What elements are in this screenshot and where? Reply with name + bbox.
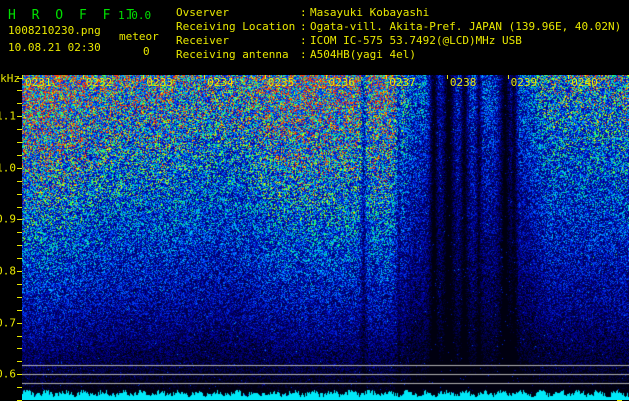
y-axis-minor-tick [17, 309, 22, 311]
y-axis-minor-tick [17, 258, 22, 260]
y-axis-minor-tick [17, 193, 22, 195]
y-axis-tick-label: 0.8 [0, 264, 16, 278]
x-axis-tick-mark [22, 75, 23, 79]
x-axis-tick-label: 0239 [510, 76, 538, 89]
y-axis-minor-tick [17, 129, 22, 131]
metadata-value: A504HB(yagi 4el) [310, 48, 416, 61]
y-axis-minor-tick [17, 103, 22, 105]
metadata-value: ICOM IC-575 53.7492(@LCD)MHz USB [310, 34, 522, 47]
metadata-row: Receiving antenna: A504HB(yagi 4el) [176, 48, 621, 62]
x-axis-tick-mark [204, 75, 206, 79]
meteor-count: 0 [143, 45, 150, 58]
y-axis-minor-tick [17, 361, 22, 363]
metadata-separator: : [300, 20, 307, 33]
y-axis-minor-tick [17, 77, 22, 79]
x-axis-tick-mark [143, 75, 145, 79]
spectrogram-canvas [22, 75, 629, 400]
metadata-separator: : [300, 48, 307, 61]
metadata-value: Ogata-vill. Akita-Pref. JAPAN (139.96E, … [310, 20, 622, 33]
y-axis-minor-tick [17, 232, 22, 234]
y-axis-minor-tick [17, 335, 22, 337]
y-axis-minor-tick [17, 142, 22, 144]
metadata-value: Masayuki Kobayashi [310, 6, 430, 19]
metadata-key: Receiving antenna [176, 48, 289, 61]
x-axis-tick-label: 0232 [85, 76, 113, 89]
metadata-row: Ovserver: Masayuki Kobayashi [176, 6, 621, 20]
y-axis-minor-tick [17, 206, 22, 208]
y-axis-minor-tick [17, 154, 22, 156]
metadata-table: Ovserver: Masayuki Kobayashi Receiving Lo… [176, 6, 621, 62]
y-axis-tick-label: 0.9 [0, 212, 16, 226]
app-title: H R O F F T [8, 8, 139, 23]
y-axis-unit-label: kHz [0, 72, 20, 85]
y-axis-major-tick [17, 167, 22, 169]
x-axis-tick-mark [325, 75, 327, 79]
x-axis-tick-mark [264, 75, 266, 79]
x-axis-tick-mark [446, 75, 448, 79]
metadata-row: Receiving Location: Ogata-vill. Akita-Pre… [176, 20, 621, 34]
y-axis-minor-tick [17, 245, 22, 247]
x-axis-tick-mark [507, 75, 509, 79]
metadata-key: Ovserver [176, 6, 229, 19]
y-axis-major-tick [17, 271, 22, 273]
y-axis-minor-tick [17, 180, 22, 182]
meteor-label: meteor [119, 30, 159, 43]
x-axis-tick-label: 0233 [146, 76, 173, 89]
y-axis-tick-label: 0.7 [0, 316, 16, 330]
metadata-separator: : [300, 6, 307, 19]
y-axis-major-tick [17, 374, 22, 376]
x-axis-tick-mark [568, 75, 570, 79]
y-axis-major-tick [17, 219, 22, 221]
x-axis-tick-label: 0237 [389, 76, 416, 89]
metadata-row: Receiver: ICOM IC-575 53.7492(@LCD)MHz US… [176, 34, 621, 48]
header-panel: H R O F F T 1.0.0 1008210230.png 10.08.2… [0, 0, 629, 70]
y-axis-minor-tick [17, 90, 22, 92]
datetime-label: 10.08.21 02:30 [8, 41, 101, 54]
x-axis-tick-label: 0238 [449, 76, 477, 89]
metadata-key: Receiving Location [176, 20, 296, 33]
y-axis-major-tick [17, 116, 22, 118]
x-axis-tick-label: 0231 [25, 76, 52, 89]
x-axis-tick-label: 0235 [267, 76, 295, 89]
y-axis-minor-tick [17, 387, 22, 389]
y-axis-minor-tick [17, 348, 22, 350]
y-axis-minor-tick [17, 296, 22, 298]
y-axis-tick-label: 1.1 [0, 109, 16, 123]
x-axis-tick-label: 0240 [571, 76, 598, 89]
y-axis-minor-tick [17, 283, 22, 285]
metadata-key: Receiver [176, 34, 229, 47]
filename-label: 1008210230.png [8, 24, 101, 37]
y-axis-tick-label: 0.6 [0, 367, 16, 381]
x-axis-tick-label: 0234 [207, 76, 234, 89]
y-axis-major-tick [17, 322, 22, 324]
x-axis-tick-mark [82, 75, 84, 79]
spectrogram-plot[interactable] [22, 75, 629, 400]
x-axis-tick-mark [386, 75, 388, 79]
y-axis-tick-label: 1.0 [0, 161, 16, 175]
metadata-separator: : [300, 34, 307, 47]
x-axis-tick-label: 0236 [328, 76, 356, 89]
y-axis: kHz 0.6 0.7 0.8 0.9 1.0 1.1 [0, 70, 22, 401]
app-version: 1.0.0 [118, 9, 152, 22]
